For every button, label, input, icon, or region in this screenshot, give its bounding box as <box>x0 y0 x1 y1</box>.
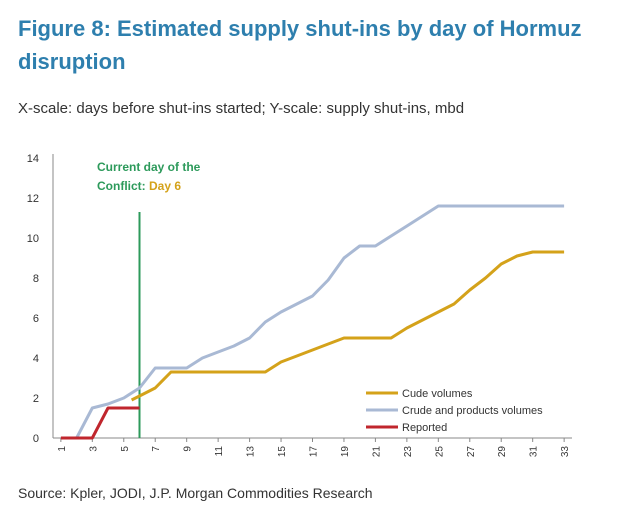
x-tick-label: 11 <box>214 446 225 457</box>
legend-label: Reported <box>402 422 447 434</box>
y-tick-label: 0 <box>33 433 39 445</box>
x-tick-label: 23 <box>403 446 414 458</box>
y-tick-label: 2 <box>33 393 39 405</box>
current-day-annotation-line1: Current day of the <box>97 160 201 174</box>
x-tick-label: 33 <box>560 446 571 458</box>
legend-label: Cude volumes <box>402 388 473 400</box>
y-tick-label: 4 <box>33 353 39 365</box>
current-day-annotation-line2: Conflict: Day 6 <box>97 179 181 193</box>
y-tick-label: 10 <box>27 233 39 245</box>
x-tick-label: 5 <box>120 446 131 452</box>
x-tick-label: 13 <box>246 446 257 458</box>
chart-source: Source: Kpler, JODI, J.P. Morgan Commodi… <box>18 485 373 501</box>
y-tick-label: 8 <box>33 273 39 285</box>
x-tick-label: 17 <box>309 446 320 458</box>
annotation-day-label: Day 6 <box>149 179 181 193</box>
x-tick-label: 15 <box>277 446 288 458</box>
series-line-crude <box>130 250 565 402</box>
chart-legend: Cude volumes Crude and products volumes Re… <box>366 388 543 434</box>
x-tick-label: 27 <box>466 446 477 458</box>
legend-label: Crude and products volumes <box>402 405 543 417</box>
y-tick-label: 6 <box>33 313 39 325</box>
x-tick-label: 7 <box>151 446 162 452</box>
annotation-prefix: Conflict: <box>97 179 149 193</box>
x-tick-label: 19 <box>340 446 351 458</box>
y-tick-label: 12 <box>27 193 39 205</box>
series-lines <box>60 204 565 440</box>
y-tick-labels: 0 2 4 6 8 10 12 14 <box>27 153 39 445</box>
x-tick-label: 31 <box>529 446 540 458</box>
y-tick-label: 14 <box>27 153 39 165</box>
chart-subtitle: X-scale: days before shut-ins started; Y… <box>18 100 465 117</box>
x-tick-labels: 1 3 5 7 9 11 13 15 17 19 21 23 25 27 29 31 33 <box>57 438 571 457</box>
x-tick-label: 3 <box>88 446 99 452</box>
series-line-reported <box>60 406 140 440</box>
x-tick-label: 25 <box>434 446 445 458</box>
x-tick-label: 29 <box>497 446 508 458</box>
series-line-crude-products <box>75 204 565 439</box>
x-tick-label: 1 <box>57 446 68 452</box>
chart-title: Figure 8: Estimated supply shut-ins by d… <box>18 16 582 74</box>
x-tick-label: 21 <box>371 446 382 458</box>
x-tick-label: 9 <box>183 446 194 452</box>
